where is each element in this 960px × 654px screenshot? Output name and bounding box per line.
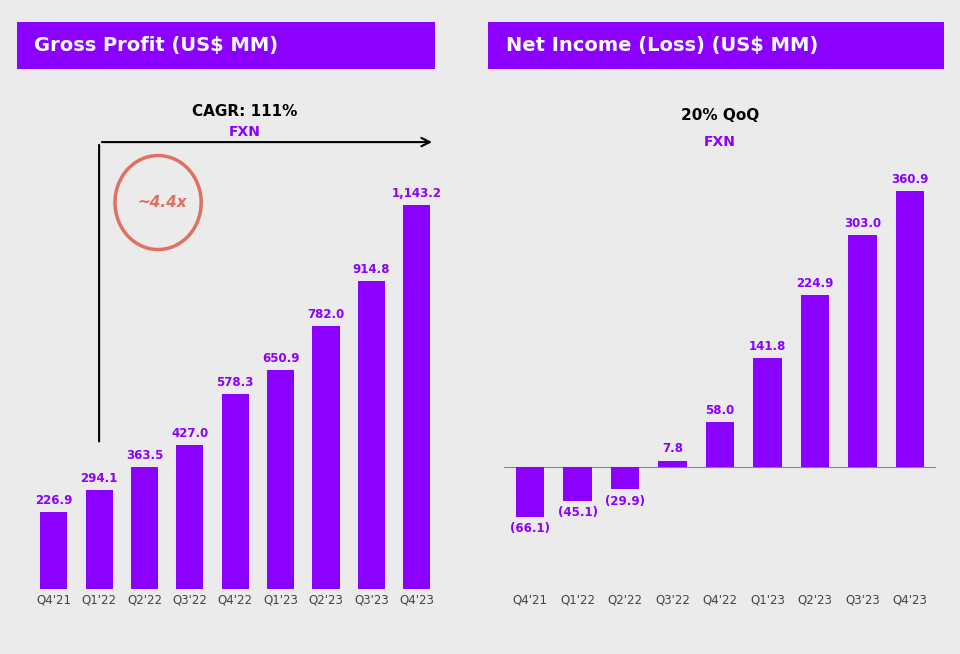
Bar — [801, 295, 829, 466]
Bar — [222, 394, 249, 589]
Bar — [358, 281, 385, 589]
Text: Gross Profit (US$ MM): Gross Profit (US$ MM) — [34, 35, 278, 55]
Text: (45.1): (45.1) — [558, 506, 597, 519]
Bar — [85, 490, 112, 589]
Text: ~4.4x: ~4.4x — [138, 195, 187, 210]
Bar — [516, 466, 544, 517]
Text: 7.8: 7.8 — [662, 442, 683, 455]
Bar — [896, 191, 924, 466]
Bar — [706, 422, 734, 466]
Text: CAGR: 111%: CAGR: 111% — [192, 105, 297, 120]
Bar — [849, 235, 876, 466]
Bar — [131, 466, 158, 589]
Bar — [312, 326, 340, 589]
Text: 141.8: 141.8 — [749, 340, 786, 353]
Text: 226.9: 226.9 — [36, 494, 72, 508]
Bar — [267, 370, 294, 589]
Text: 363.5: 363.5 — [126, 449, 163, 462]
Bar — [611, 466, 639, 489]
Text: 427.0: 427.0 — [171, 427, 208, 440]
Text: FXN: FXN — [704, 135, 736, 149]
Text: (66.1): (66.1) — [510, 523, 550, 535]
Bar — [403, 205, 430, 589]
Text: 58.0: 58.0 — [706, 404, 734, 417]
Text: 294.1: 294.1 — [81, 472, 118, 485]
Bar — [754, 358, 781, 466]
Text: 303.0: 303.0 — [844, 217, 881, 230]
Bar — [564, 466, 591, 501]
Text: 20% QoQ: 20% QoQ — [681, 108, 759, 123]
Text: 1,143.2: 1,143.2 — [392, 187, 442, 199]
Text: 360.9: 360.9 — [891, 173, 928, 186]
Bar — [177, 445, 204, 589]
Text: Net Income (Loss) (US$ MM): Net Income (Loss) (US$ MM) — [506, 35, 818, 55]
Text: 650.9: 650.9 — [262, 352, 300, 365]
Text: FXN: FXN — [228, 125, 260, 139]
Text: 578.3: 578.3 — [217, 377, 253, 389]
Bar — [659, 460, 686, 466]
Text: 224.9: 224.9 — [796, 277, 833, 290]
Bar — [40, 513, 67, 589]
Text: 782.0: 782.0 — [307, 308, 345, 321]
Text: 914.8: 914.8 — [352, 264, 390, 277]
Text: (29.9): (29.9) — [605, 494, 645, 508]
